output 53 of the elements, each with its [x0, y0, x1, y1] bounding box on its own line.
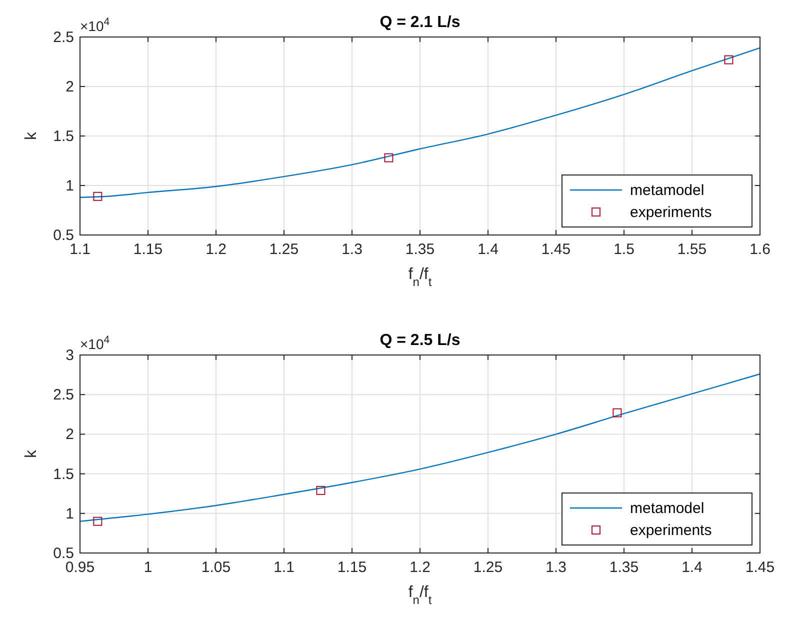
- point: [93, 516, 102, 526]
- x-tick-label: 1.5: [614, 241, 634, 258]
- y-tick-label: 1: [66, 178, 74, 194]
- x-tick-label: 1.15: [337, 559, 367, 576]
- x-tick-label: 1.6: [750, 241, 770, 258]
- legend-label: metamodel: [630, 500, 704, 517]
- x-tick-label: 1.45: [541, 241, 571, 258]
- x-axis-title: f$_{n}$/f$_{t}$: [408, 266, 432, 289]
- y-tick-label: 2: [66, 426, 74, 444]
- y-tick-label: 2: [66, 78, 74, 96]
- point: [93, 192, 102, 201]
- x-tick-label: 1.15: [133, 241, 163, 258]
- line-series: [79, 47, 761, 198]
- legend-label: experiments: [630, 204, 712, 221]
- line-series: [79, 373, 761, 522]
- point: [724, 55, 734, 64]
- chart-title: Q = 2.1 L/s: [380, 14, 460, 31]
- x-tick-label: 1.3: [342, 241, 362, 258]
- y-axis-title: k: [23, 449, 40, 458]
- point: [612, 408, 622, 418]
- legend-label: metamodel: [630, 182, 704, 199]
- x-tick-label: 1.2: [206, 241, 226, 258]
- y-tick-label: 2.5: [53, 29, 74, 46]
- y-tick-label: 0.5: [53, 227, 74, 244]
- y-tick-label: 0.5: [53, 545, 74, 562]
- x-tick-label: 1.1: [274, 559, 294, 576]
- y-tick-label: 1: [66, 505, 74, 522]
- chart-title: Q = 2.5 L/s: [380, 332, 460, 349]
- x-tick-label: 1.25: [473, 559, 503, 576]
- legend-label: experiments: [630, 522, 712, 539]
- y-tick-label: 3: [66, 347, 74, 364]
- y-axis-title: k: [23, 131, 40, 140]
- x-tick-label: 1.35: [405, 241, 435, 258]
- x-tick-label: 1.55: [677, 241, 707, 258]
- x-tick-label: 1.3: [546, 559, 566, 576]
- x-axis-title: f$_{n}$/f$_{t}$: [408, 584, 432, 607]
- point: [316, 486, 326, 495]
- x-tick-label: 1.1: [70, 241, 90, 258]
- x-tick-label: 1.05: [201, 559, 231, 576]
- y-tick-label: 1.5: [53, 466, 74, 483]
- x-tick-label: 1.35: [609, 559, 639, 576]
- x-tick-label: 1: [144, 559, 152, 576]
- text: ×10$^{4}$: [80, 16, 110, 34]
- point: [384, 153, 394, 162]
- x-tick-label: 1.4: [478, 241, 498, 258]
- x-tick-label: 1.4: [682, 559, 702, 576]
- x-tick-label: 1.25: [269, 241, 299, 258]
- text: ×10$^{4}$: [80, 334, 110, 352]
- x-tick-label: 1.45: [745, 559, 775, 576]
- y-tick-label: 2.5: [53, 386, 74, 404]
- y-tick-label: 1.5: [53, 128, 74, 145]
- x-tick-label: 0.95: [65, 559, 95, 576]
- x-tick-label: 1.2: [410, 559, 430, 576]
